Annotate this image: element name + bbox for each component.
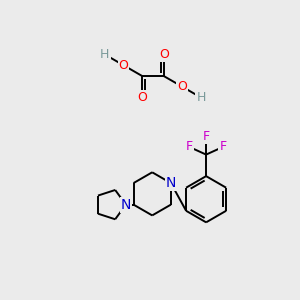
Text: F: F — [202, 130, 210, 142]
Text: O: O — [137, 91, 147, 104]
Text: F: F — [186, 140, 193, 153]
Text: O: O — [178, 80, 188, 93]
Text: N: N — [121, 198, 131, 212]
Text: H: H — [100, 48, 110, 61]
Text: F: F — [220, 140, 226, 153]
Text: O: O — [159, 48, 169, 61]
Text: O: O — [118, 59, 128, 72]
Text: N: N — [166, 176, 176, 190]
Text: H: H — [196, 91, 206, 104]
